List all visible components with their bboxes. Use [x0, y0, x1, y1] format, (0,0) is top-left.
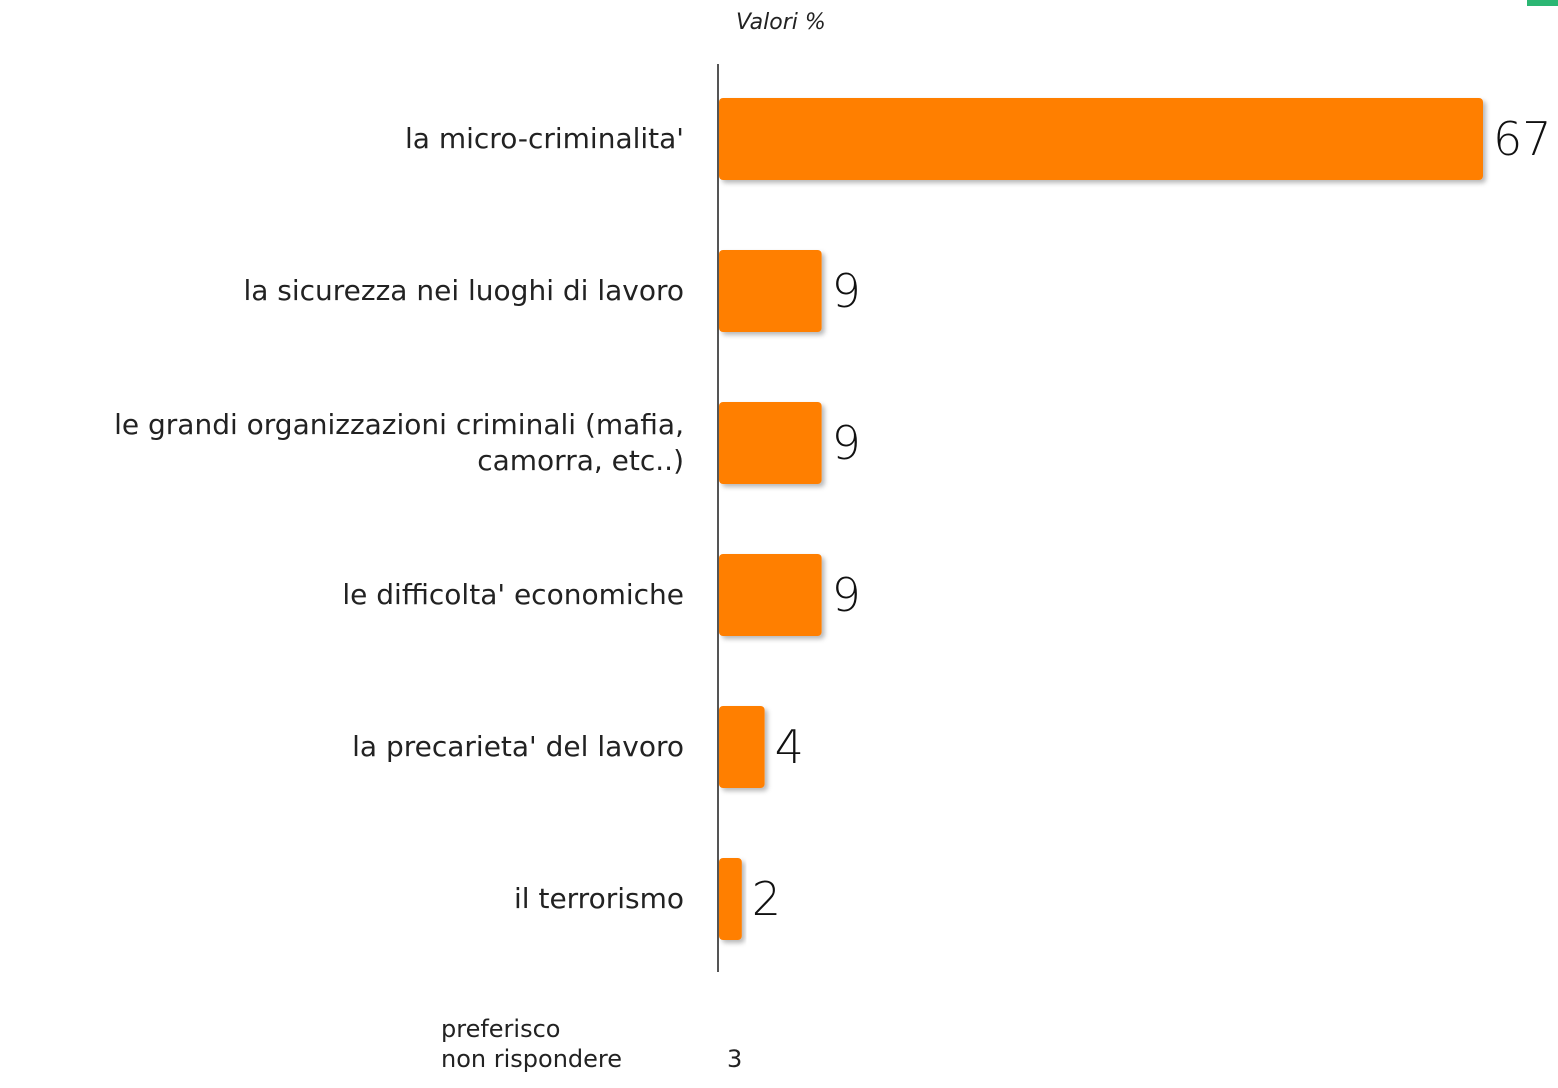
bar	[719, 98, 1483, 180]
category-label: le difficolta' economiche	[342, 578, 684, 611]
bar	[719, 858, 742, 940]
no-answer-value: 3	[727, 1045, 743, 1073]
category-label: camorra, etc..)	[477, 444, 684, 477]
bar-value-label: 9	[832, 264, 861, 318]
category-label: la precarieta' del lavoro	[352, 730, 684, 763]
bar	[719, 706, 765, 788]
no-answer-label-line2: non rispondere	[441, 1045, 623, 1073]
category-label: la sicurezza nei luoghi di lavoro	[243, 274, 684, 307]
bar-value-label: 9	[832, 568, 861, 622]
no-answer-label: preferisco non rispondere	[441, 1014, 622, 1074]
bar-value-label: 9	[832, 416, 861, 470]
unit-label: Valori %	[736, 10, 826, 35]
bar-value-label: 2	[752, 872, 781, 926]
category-label: il terrorismo	[514, 882, 684, 915]
category-label: le grandi organizzazioni criminali (mafi…	[114, 408, 684, 441]
category-label: la micro-criminalita'	[405, 122, 684, 155]
corner-accent-mark	[1527, 0, 1558, 6]
bar-value-label: 4	[775, 720, 804, 774]
no-answer-label-line1: preferisco	[441, 1015, 561, 1043]
bar	[719, 402, 822, 484]
bar	[719, 250, 822, 332]
bar-value-label: 67	[1493, 112, 1552, 166]
bar	[719, 554, 822, 636]
